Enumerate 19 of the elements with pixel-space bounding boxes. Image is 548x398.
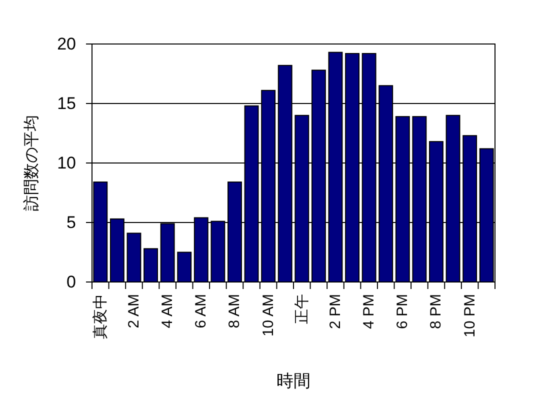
y-tick-label: 5 xyxy=(66,213,76,232)
x-tick-label: 10 AM xyxy=(260,294,277,337)
x-tick-label: 真夜中 xyxy=(92,294,109,339)
x-tick-label: 正午 xyxy=(293,294,310,324)
x-tick-label: 6 PM xyxy=(394,294,412,330)
x-tick-label: 8 AM xyxy=(226,294,244,328)
x-tick-label: 4 AM xyxy=(159,294,176,328)
y-tick-label: 20 xyxy=(57,34,76,54)
y-tick-label: 15 xyxy=(57,94,76,113)
x-tick-label: 2 PM xyxy=(326,294,344,330)
x-tick-label: 6 AM xyxy=(192,294,210,328)
x-tick-label: 2 AM xyxy=(125,294,142,328)
y-tick-label: 10 xyxy=(57,154,76,172)
x-tick-label: 8 PM xyxy=(428,294,445,330)
y-tick-label: 0 xyxy=(66,272,76,292)
y-axis-title: 訪問数の平均 xyxy=(22,115,40,211)
x-tick-label: 4 PM xyxy=(360,294,378,330)
x-axis-title: 時間 xyxy=(276,372,310,390)
x-tick-label: 10 PM xyxy=(461,294,478,338)
